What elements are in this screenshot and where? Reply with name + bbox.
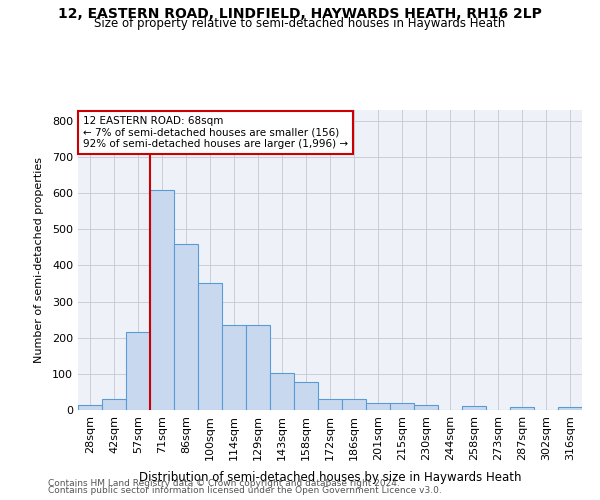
Bar — [198, 284, 222, 410]
Bar — [78, 404, 102, 410]
Bar — [174, 244, 198, 410]
Bar — [558, 406, 582, 410]
Bar — [150, 190, 174, 410]
Text: 12, EASTERN ROAD, LINDFIELD, HAYWARDS HEATH, RH16 2LP: 12, EASTERN ROAD, LINDFIELD, HAYWARDS HE… — [58, 8, 542, 22]
Bar — [462, 406, 486, 410]
Bar — [414, 406, 438, 410]
Text: Size of property relative to semi-detached houses in Haywards Heath: Size of property relative to semi-detach… — [94, 18, 506, 30]
Bar — [318, 399, 342, 410]
Text: Contains public sector information licensed under the Open Government Licence v3: Contains public sector information licen… — [48, 486, 442, 495]
Bar — [270, 373, 294, 410]
Bar — [246, 325, 270, 410]
Bar — [126, 332, 150, 410]
Bar — [366, 403, 390, 410]
Bar — [294, 382, 318, 410]
Bar — [222, 325, 246, 410]
X-axis label: Distribution of semi-detached houses by size in Haywards Heath: Distribution of semi-detached houses by … — [139, 471, 521, 484]
Text: Contains HM Land Registry data © Crown copyright and database right 2024.: Contains HM Land Registry data © Crown c… — [48, 478, 400, 488]
Bar — [342, 399, 366, 410]
Bar — [102, 399, 126, 410]
Bar — [390, 403, 414, 410]
Bar — [510, 408, 534, 410]
Y-axis label: Number of semi-detached properties: Number of semi-detached properties — [34, 157, 44, 363]
Text: 12 EASTERN ROAD: 68sqm
← 7% of semi-detached houses are smaller (156)
92% of sem: 12 EASTERN ROAD: 68sqm ← 7% of semi-deta… — [83, 116, 348, 149]
